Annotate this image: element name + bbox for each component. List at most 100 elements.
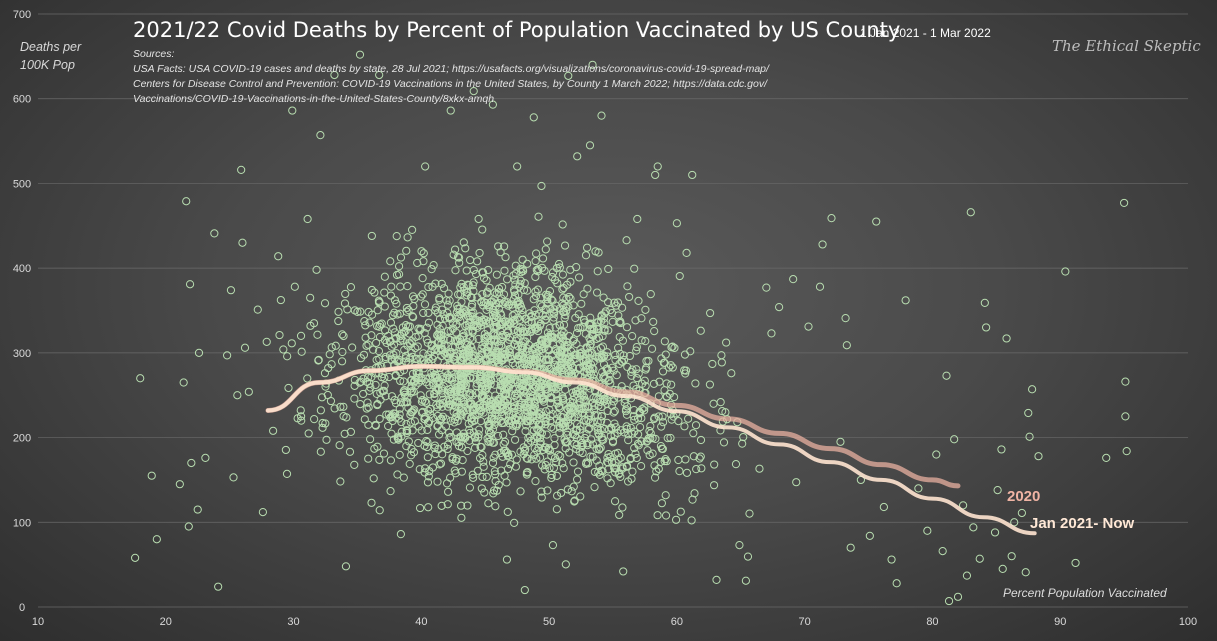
data-point — [364, 340, 373, 349]
data-point — [293, 414, 302, 423]
date-range: 1 Jan 2021 - 1 Mar 2022 — [860, 26, 991, 40]
data-point — [573, 475, 582, 484]
data-point — [348, 343, 357, 352]
data-point — [557, 326, 566, 335]
data-point — [841, 314, 850, 323]
data-point — [818, 240, 827, 249]
data-point — [658, 367, 668, 376]
data-point — [396, 530, 405, 539]
data-point — [193, 505, 202, 514]
data-point — [656, 441, 666, 451]
data-point — [400, 388, 409, 397]
data-point — [476, 416, 485, 426]
data-point — [527, 455, 536, 464]
data-point — [1002, 334, 1011, 343]
data-point — [552, 458, 561, 467]
data-point — [482, 276, 491, 285]
data-point — [534, 212, 543, 221]
data-point — [604, 264, 613, 274]
data-point — [544, 355, 553, 364]
data-point — [435, 324, 444, 334]
data-point — [566, 357, 575, 367]
data-point — [463, 341, 472, 350]
data-point — [548, 541, 558, 550]
data-point — [448, 324, 458, 333]
data-point — [463, 312, 472, 321]
data-point — [318, 418, 327, 428]
data-point — [722, 338, 731, 347]
data-point — [418, 274, 427, 283]
data-point — [592, 288, 602, 297]
data-point — [432, 400, 441, 409]
data-point — [582, 343, 591, 352]
data-point — [552, 505, 561, 514]
data-point — [691, 421, 701, 430]
data-point — [735, 541, 744, 550]
y-tick-label: 300 — [13, 348, 31, 360]
data-point — [317, 393, 327, 402]
data-point — [962, 571, 972, 580]
data-point — [616, 453, 625, 462]
data-point — [377, 319, 386, 328]
data-point — [474, 334, 483, 344]
data-point — [549, 333, 558, 342]
data-point — [558, 394, 568, 403]
data-point — [745, 509, 754, 518]
data-point — [428, 463, 438, 472]
data-point — [437, 501, 446, 510]
data-point — [395, 309, 405, 318]
data-point — [394, 262, 404, 271]
data-point — [444, 487, 453, 496]
data-point — [1121, 412, 1130, 421]
data-point — [541, 420, 550, 429]
data-point — [409, 313, 418, 322]
data-point — [469, 321, 478, 331]
data-point — [624, 430, 633, 439]
data-point — [258, 508, 267, 517]
data-point — [359, 350, 369, 359]
data-point — [538, 394, 547, 403]
data-point — [446, 389, 456, 399]
data-point — [562, 294, 571, 304]
data-point — [562, 307, 571, 316]
data-point — [422, 442, 432, 452]
data-point — [672, 219, 681, 228]
data-point — [337, 357, 347, 366]
data-point — [440, 284, 449, 293]
data-point — [497, 356, 506, 365]
data-point — [559, 464, 568, 473]
data-point — [547, 470, 556, 480]
data-point — [346, 427, 356, 436]
data-point — [594, 354, 603, 363]
data-point — [570, 496, 579, 505]
data-point — [573, 386, 582, 396]
data-point — [492, 270, 501, 279]
data-point — [582, 243, 592, 252]
data-point — [184, 522, 193, 531]
data-point — [446, 326, 455, 336]
data-point — [403, 282, 412, 291]
data-point — [326, 396, 336, 406]
data-point — [473, 257, 482, 266]
data-point — [365, 318, 374, 327]
trend-label-2020: 2020 — [1007, 488, 1041, 505]
data-point — [575, 425, 584, 434]
data-point — [369, 474, 378, 483]
data-point — [416, 292, 426, 301]
data-point — [435, 460, 444, 469]
data-point — [522, 468, 532, 477]
data-point — [485, 283, 494, 292]
data-point — [406, 376, 416, 385]
data-point — [403, 398, 412, 407]
data-point — [548, 272, 557, 282]
data-point — [530, 306, 539, 315]
data-point — [367, 285, 376, 295]
data-point — [675, 271, 684, 281]
data-point — [210, 229, 219, 238]
data-point — [325, 350, 334, 359]
data-point — [427, 265, 436, 274]
data-point — [338, 330, 347, 339]
data-point — [508, 311, 517, 320]
data-point — [637, 462, 646, 471]
